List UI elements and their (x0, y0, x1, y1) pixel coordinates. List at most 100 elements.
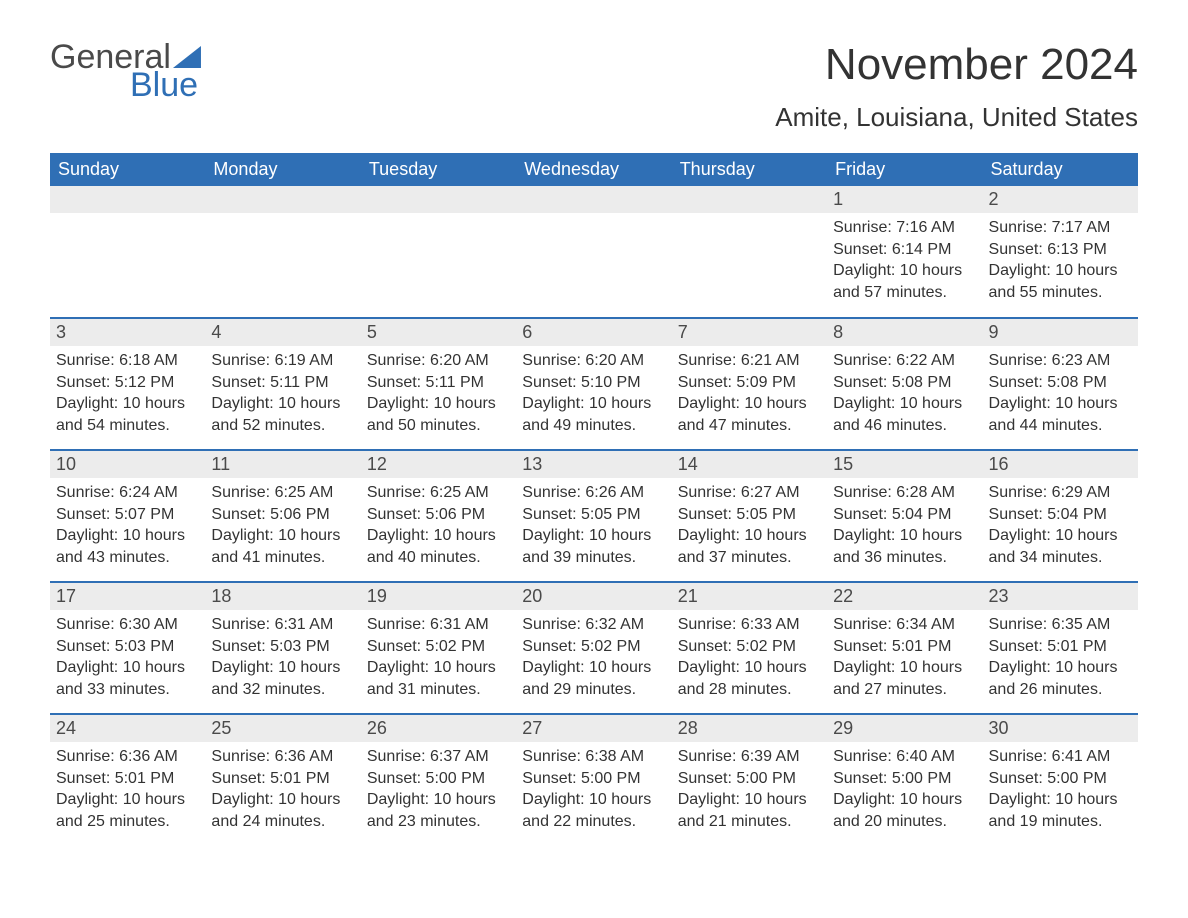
calendar-day-cell: 11Sunrise: 6:25 AMSunset: 5:06 PMDayligh… (205, 450, 360, 582)
calendar-week-row: 10Sunrise: 6:24 AMSunset: 5:07 PMDayligh… (50, 450, 1138, 582)
day-day1: Daylight: 10 hours (678, 393, 821, 415)
day-day2: and 22 minutes. (522, 811, 665, 833)
day-day1: Daylight: 10 hours (367, 393, 510, 415)
day-number: 7 (672, 319, 827, 346)
calendar-header-row: SundayMondayTuesdayWednesdayThursdayFrid… (50, 153, 1138, 186)
calendar-day-cell: 17Sunrise: 6:30 AMSunset: 5:03 PMDayligh… (50, 582, 205, 714)
day-details: Sunrise: 6:23 AMSunset: 5:08 PMDaylight:… (983, 346, 1138, 444)
day-day2: and 55 minutes. (989, 282, 1132, 304)
location-subtitle: Amite, Louisiana, United States (775, 102, 1138, 133)
day-sunset: Sunset: 5:02 PM (522, 636, 665, 658)
day-day2: and 50 minutes. (367, 415, 510, 437)
day-number: 28 (672, 715, 827, 742)
day-sunrise: Sunrise: 6:21 AM (678, 350, 821, 372)
day-day1: Daylight: 10 hours (56, 393, 199, 415)
day-number: 13 (516, 451, 671, 478)
calendar-day-cell: 12Sunrise: 6:25 AMSunset: 5:06 PMDayligh… (361, 450, 516, 582)
day-number (672, 186, 827, 213)
calendar-day-cell: 21Sunrise: 6:33 AMSunset: 5:02 PMDayligh… (672, 582, 827, 714)
day-number: 10 (50, 451, 205, 478)
calendar-day-cell: 19Sunrise: 6:31 AMSunset: 5:02 PMDayligh… (361, 582, 516, 714)
day-sunrise: Sunrise: 7:17 AM (989, 217, 1132, 239)
day-day1: Daylight: 10 hours (522, 657, 665, 679)
day-sunrise: Sunrise: 6:40 AM (833, 746, 976, 768)
calendar-day-cell: 18Sunrise: 6:31 AMSunset: 5:03 PMDayligh… (205, 582, 360, 714)
day-details: Sunrise: 6:25 AMSunset: 5:06 PMDaylight:… (361, 478, 516, 576)
day-details: Sunrise: 6:41 AMSunset: 5:00 PMDaylight:… (983, 742, 1138, 840)
day-details: Sunrise: 6:28 AMSunset: 5:04 PMDaylight:… (827, 478, 982, 576)
day-day2: and 31 minutes. (367, 679, 510, 701)
day-sunrise: Sunrise: 6:32 AM (522, 614, 665, 636)
day-number: 6 (516, 319, 671, 346)
day-number: 16 (983, 451, 1138, 478)
day-day1: Daylight: 10 hours (211, 393, 354, 415)
calendar-day-cell: 8Sunrise: 6:22 AMSunset: 5:08 PMDaylight… (827, 318, 982, 450)
day-day2: and 33 minutes. (56, 679, 199, 701)
day-details: Sunrise: 6:32 AMSunset: 5:02 PMDaylight:… (516, 610, 671, 708)
day-sunset: Sunset: 5:12 PM (56, 372, 199, 394)
day-day1: Daylight: 10 hours (522, 525, 665, 547)
day-sunrise: Sunrise: 6:38 AM (522, 746, 665, 768)
day-sunrise: Sunrise: 6:36 AM (56, 746, 199, 768)
day-day1: Daylight: 10 hours (833, 260, 976, 282)
weekday-header: Monday (205, 153, 360, 186)
day-details: Sunrise: 6:20 AMSunset: 5:11 PMDaylight:… (361, 346, 516, 444)
weekday-header: Thursday (672, 153, 827, 186)
calendar-day-cell: 26Sunrise: 6:37 AMSunset: 5:00 PMDayligh… (361, 714, 516, 846)
day-day1: Daylight: 10 hours (678, 525, 821, 547)
day-sunrise: Sunrise: 6:31 AM (211, 614, 354, 636)
day-sunset: Sunset: 5:01 PM (56, 768, 199, 790)
calendar-day-cell: 9Sunrise: 6:23 AMSunset: 5:08 PMDaylight… (983, 318, 1138, 450)
day-sunset: Sunset: 5:04 PM (989, 504, 1132, 526)
day-details: Sunrise: 6:27 AMSunset: 5:05 PMDaylight:… (672, 478, 827, 576)
day-sunset: Sunset: 5:00 PM (522, 768, 665, 790)
day-day2: and 46 minutes. (833, 415, 976, 437)
day-number (205, 186, 360, 213)
day-number: 26 (361, 715, 516, 742)
calendar-day-cell: 29Sunrise: 6:40 AMSunset: 5:00 PMDayligh… (827, 714, 982, 846)
day-details: Sunrise: 7:17 AMSunset: 6:13 PMDaylight:… (983, 213, 1138, 311)
day-sunrise: Sunrise: 6:26 AM (522, 482, 665, 504)
calendar-day-cell: 23Sunrise: 6:35 AMSunset: 5:01 PMDayligh… (983, 582, 1138, 714)
day-number: 20 (516, 583, 671, 610)
day-details: Sunrise: 6:37 AMSunset: 5:00 PMDaylight:… (361, 742, 516, 840)
day-number: 11 (205, 451, 360, 478)
day-day1: Daylight: 10 hours (678, 789, 821, 811)
calendar-day-cell (205, 186, 360, 318)
day-day2: and 37 minutes. (678, 547, 821, 569)
day-sunrise: Sunrise: 6:33 AM (678, 614, 821, 636)
day-sunrise: Sunrise: 6:22 AM (833, 350, 976, 372)
day-day1: Daylight: 10 hours (989, 789, 1132, 811)
day-day1: Daylight: 10 hours (989, 393, 1132, 415)
day-day2: and 20 minutes. (833, 811, 976, 833)
day-sunset: Sunset: 5:00 PM (989, 768, 1132, 790)
day-number: 18 (205, 583, 360, 610)
day-sunrise: Sunrise: 6:20 AM (522, 350, 665, 372)
day-day1: Daylight: 10 hours (833, 525, 976, 547)
day-details: Sunrise: 6:35 AMSunset: 5:01 PMDaylight:… (983, 610, 1138, 708)
day-sunrise: Sunrise: 6:31 AM (367, 614, 510, 636)
day-details: Sunrise: 6:38 AMSunset: 5:00 PMDaylight:… (516, 742, 671, 840)
calendar-day-cell: 14Sunrise: 6:27 AMSunset: 5:05 PMDayligh… (672, 450, 827, 582)
day-day2: and 24 minutes. (211, 811, 354, 833)
day-day2: and 40 minutes. (367, 547, 510, 569)
day-details (205, 213, 360, 225)
calendar-day-cell: 28Sunrise: 6:39 AMSunset: 5:00 PMDayligh… (672, 714, 827, 846)
day-details: Sunrise: 6:36 AMSunset: 5:01 PMDaylight:… (205, 742, 360, 840)
day-sunrise: Sunrise: 6:24 AM (56, 482, 199, 504)
day-day2: and 54 minutes. (56, 415, 199, 437)
day-sunset: Sunset: 5:03 PM (56, 636, 199, 658)
calendar-day-cell: 5Sunrise: 6:20 AMSunset: 5:11 PMDaylight… (361, 318, 516, 450)
day-sunrise: Sunrise: 6:19 AM (211, 350, 354, 372)
day-details: Sunrise: 6:34 AMSunset: 5:01 PMDaylight:… (827, 610, 982, 708)
day-day1: Daylight: 10 hours (522, 393, 665, 415)
day-sunrise: Sunrise: 6:18 AM (56, 350, 199, 372)
day-sunset: Sunset: 5:08 PM (989, 372, 1132, 394)
day-day1: Daylight: 10 hours (678, 657, 821, 679)
day-number: 2 (983, 186, 1138, 213)
day-day2: and 19 minutes. (989, 811, 1132, 833)
page-title: November 2024 (775, 40, 1138, 90)
day-details: Sunrise: 6:30 AMSunset: 5:03 PMDaylight:… (50, 610, 205, 708)
calendar-week-row: 1Sunrise: 7:16 AMSunset: 6:14 PMDaylight… (50, 186, 1138, 318)
day-day1: Daylight: 10 hours (522, 789, 665, 811)
